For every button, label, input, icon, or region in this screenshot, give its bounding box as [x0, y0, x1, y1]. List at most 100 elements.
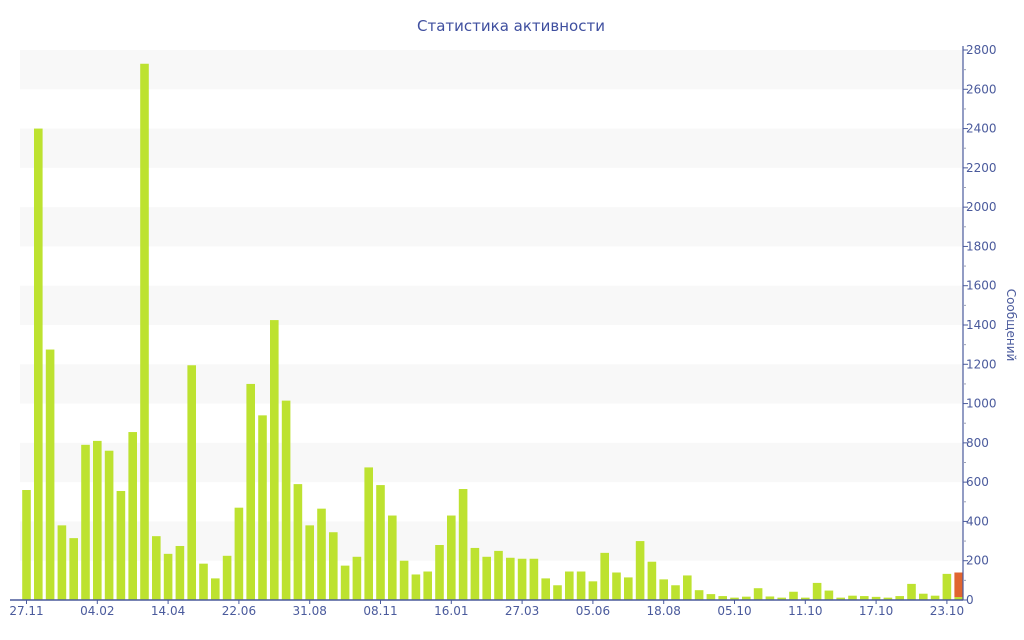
y-tick-label: 2200: [966, 161, 997, 175]
x-tick-label: 17.10: [859, 604, 893, 618]
grid-band: [20, 442, 963, 483]
bar: [388, 515, 397, 600]
bar: [848, 595, 857, 600]
bar: [694, 590, 704, 600]
bar: [612, 572, 621, 600]
bar: [765, 596, 775, 600]
bar: [175, 545, 185, 600]
bar: [600, 552, 609, 600]
bar: [435, 545, 444, 600]
bar: [812, 582, 822, 600]
x-tick-label: 05.06: [576, 604, 610, 618]
y-tick-label: 0: [966, 593, 974, 607]
bar: [45, 349, 55, 600]
y-tick-label: 400: [966, 514, 989, 528]
x-tick-label: 23.10: [930, 604, 964, 618]
bar: [423, 571, 432, 600]
y-tick-label: 1800: [966, 239, 997, 253]
bar: [34, 128, 43, 601]
y-tick-label: 600: [966, 475, 989, 489]
bar: [683, 575, 692, 600]
x-tick-label: 22.06: [222, 604, 256, 618]
bar: [919, 593, 928, 600]
grid-band: [20, 207, 963, 247]
x-tick-label: 16.01: [434, 604, 468, 618]
x-tick-label: 11.10: [788, 604, 822, 618]
bar: [895, 596, 904, 600]
x-tick-label: 04.02: [80, 604, 114, 618]
bar: [116, 490, 126, 600]
axes: 0 200 400 600 800 1000 1200 1400 1600 1800 2000 220…: [9, 43, 996, 618]
bar: [458, 489, 468, 600]
y-tick-label: 2000: [966, 200, 997, 214]
x-tick-label: 18.08: [647, 604, 681, 618]
bar: [447, 515, 456, 600]
grid-band: [20, 521, 963, 561]
bar: [399, 560, 409, 600]
bar: [506, 557, 515, 600]
bar: [376, 485, 385, 600]
x-tick-label: 14.04: [151, 604, 185, 618]
bar: [883, 597, 893, 600]
grid-band: [20, 50, 963, 90]
bar: [352, 556, 362, 600]
bar: [801, 597, 810, 600]
bar: [340, 565, 350, 600]
x-tick-label: 27.03: [505, 604, 539, 618]
bar: [281, 400, 291, 600]
bar: [635, 541, 645, 600]
y-tick-label: 2400: [966, 122, 997, 136]
bar: [482, 556, 491, 600]
y-tick-label: 800: [966, 436, 989, 450]
x-tick-label: 05.10: [717, 604, 751, 618]
bar: [293, 484, 303, 600]
y-tick-label: 1400: [966, 318, 997, 332]
grid-bands: [20, 50, 963, 561]
bar: [317, 508, 326, 600]
bar: [576, 571, 586, 600]
bar: [565, 571, 574, 600]
bar: [57, 525, 67, 600]
bar: [871, 596, 881, 600]
bar: [234, 507, 244, 600]
bar: [211, 578, 220, 600]
bar: [860, 596, 869, 600]
bar: [258, 415, 267, 600]
bar: [364, 467, 373, 600]
bar: [789, 591, 798, 600]
bar: [163, 553, 173, 600]
bar: [152, 536, 161, 600]
bar: [942, 573, 952, 600]
bar: [305, 525, 314, 600]
bar: [730, 597, 739, 600]
bar: [81, 444, 90, 600]
bar: [93, 440, 102, 600]
bar: [824, 590, 834, 600]
y-tick-label: 2600: [966, 82, 997, 96]
bar: [270, 320, 279, 600]
grid-band: [20, 364, 963, 404]
bars: [22, 63, 963, 601]
bar: [624, 577, 633, 600]
x-tick-label: 31.08: [293, 604, 327, 618]
bar: [329, 532, 338, 600]
bar: [199, 563, 208, 600]
bar: [753, 588, 763, 600]
bar: [246, 383, 255, 600]
bar: [494, 550, 503, 600]
grid-band: [20, 128, 963, 168]
bar: [777, 597, 786, 600]
bar: [671, 585, 680, 600]
bar: [541, 578, 550, 600]
bar: [718, 596, 727, 600]
y-tick-label: 200: [966, 554, 989, 568]
bar: [104, 450, 114, 600]
bar: [647, 561, 657, 600]
bar: [954, 597, 963, 600]
bar: [836, 597, 845, 600]
bar: [222, 555, 232, 600]
bar: [517, 558, 527, 600]
bar: [470, 547, 480, 600]
bar: [553, 585, 562, 600]
